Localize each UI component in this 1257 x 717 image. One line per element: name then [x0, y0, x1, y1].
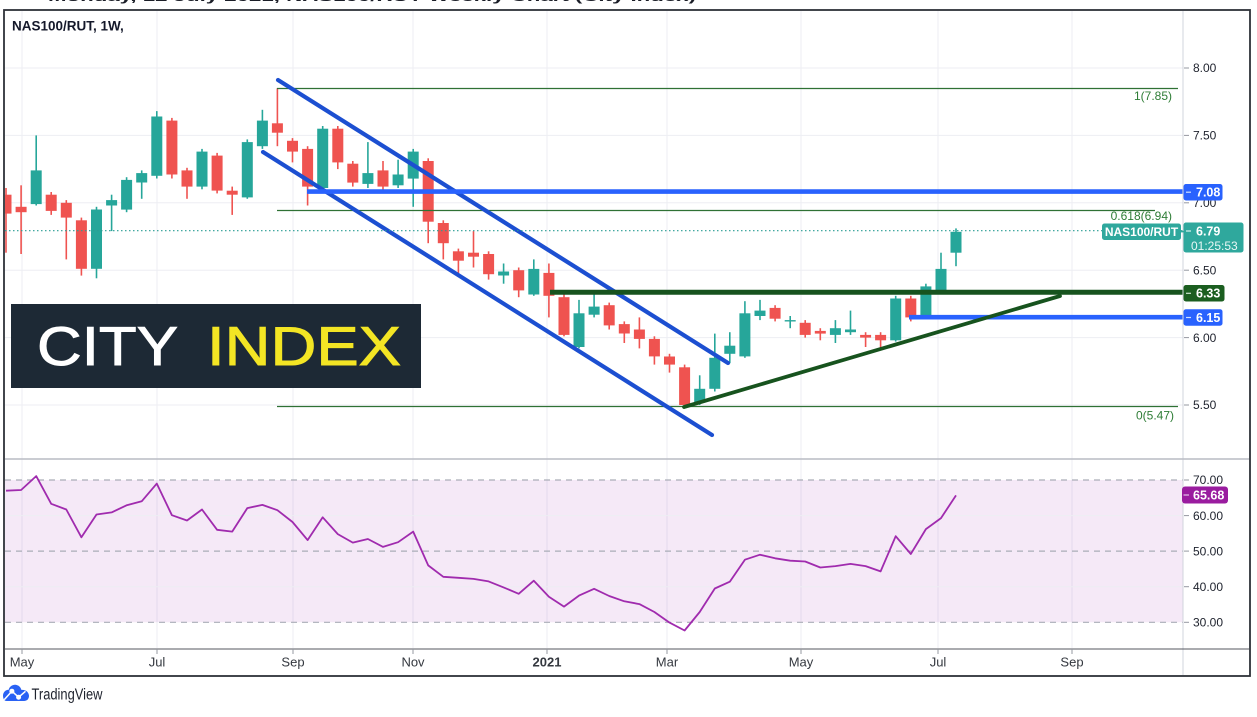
svg-text:1(7.85): 1(7.85) — [1134, 89, 1172, 103]
svg-text:May: May — [10, 655, 35, 670]
svg-text:0(5.47): 0(5.47) — [1136, 409, 1174, 423]
svg-text:6.79: 6.79 — [1196, 225, 1220, 239]
svg-text:Nov: Nov — [401, 655, 425, 670]
svg-text:0.618(6.94): 0.618(6.94) — [1111, 209, 1172, 223]
svg-text:Jul: Jul — [149, 655, 166, 670]
svg-text:Sep: Sep — [1060, 655, 1083, 670]
svg-text:70.00: 70.00 — [1193, 473, 1223, 487]
svg-text:30.00: 30.00 — [1193, 616, 1223, 630]
svg-text:6.33: 6.33 — [1196, 287, 1220, 301]
svg-text:6.50: 6.50 — [1193, 263, 1217, 277]
svg-text:65.68: 65.68 — [1193, 489, 1224, 503]
svg-text:6.15: 6.15 — [1196, 311, 1220, 325]
svg-text:2021: 2021 — [533, 655, 562, 670]
svg-text:CITY: CITY — [37, 315, 178, 377]
svg-text:8.00: 8.00 — [1193, 61, 1217, 75]
svg-text:7.50: 7.50 — [1193, 129, 1217, 143]
svg-text:6.00: 6.00 — [1193, 331, 1217, 345]
svg-text:TradingView: TradingView — [32, 687, 104, 704]
svg-text:60.00: 60.00 — [1193, 509, 1223, 523]
svg-text:5.50: 5.50 — [1193, 398, 1217, 412]
svg-text:NAS100/RUT: NAS100/RUT — [1105, 225, 1179, 239]
svg-text:Mar: Mar — [656, 655, 679, 670]
svg-text:Sep: Sep — [281, 655, 304, 670]
svg-text:NAS100/RUT, 1W,: NAS100/RUT, 1W, — [12, 19, 124, 34]
svg-text:INDEX: INDEX — [207, 315, 401, 377]
svg-text:Monday, 12 July 2021, NAS100/R: Monday, 12 July 2021, NAS100/RUT Weekly … — [48, 0, 696, 4]
svg-text:Jul: Jul — [930, 655, 947, 670]
svg-text:May: May — [789, 655, 814, 670]
svg-text:01:25:53: 01:25:53 — [1191, 239, 1238, 253]
svg-text:50.00: 50.00 — [1193, 544, 1223, 558]
svg-text:7.08: 7.08 — [1196, 186, 1220, 200]
svg-text:40.00: 40.00 — [1193, 580, 1223, 594]
